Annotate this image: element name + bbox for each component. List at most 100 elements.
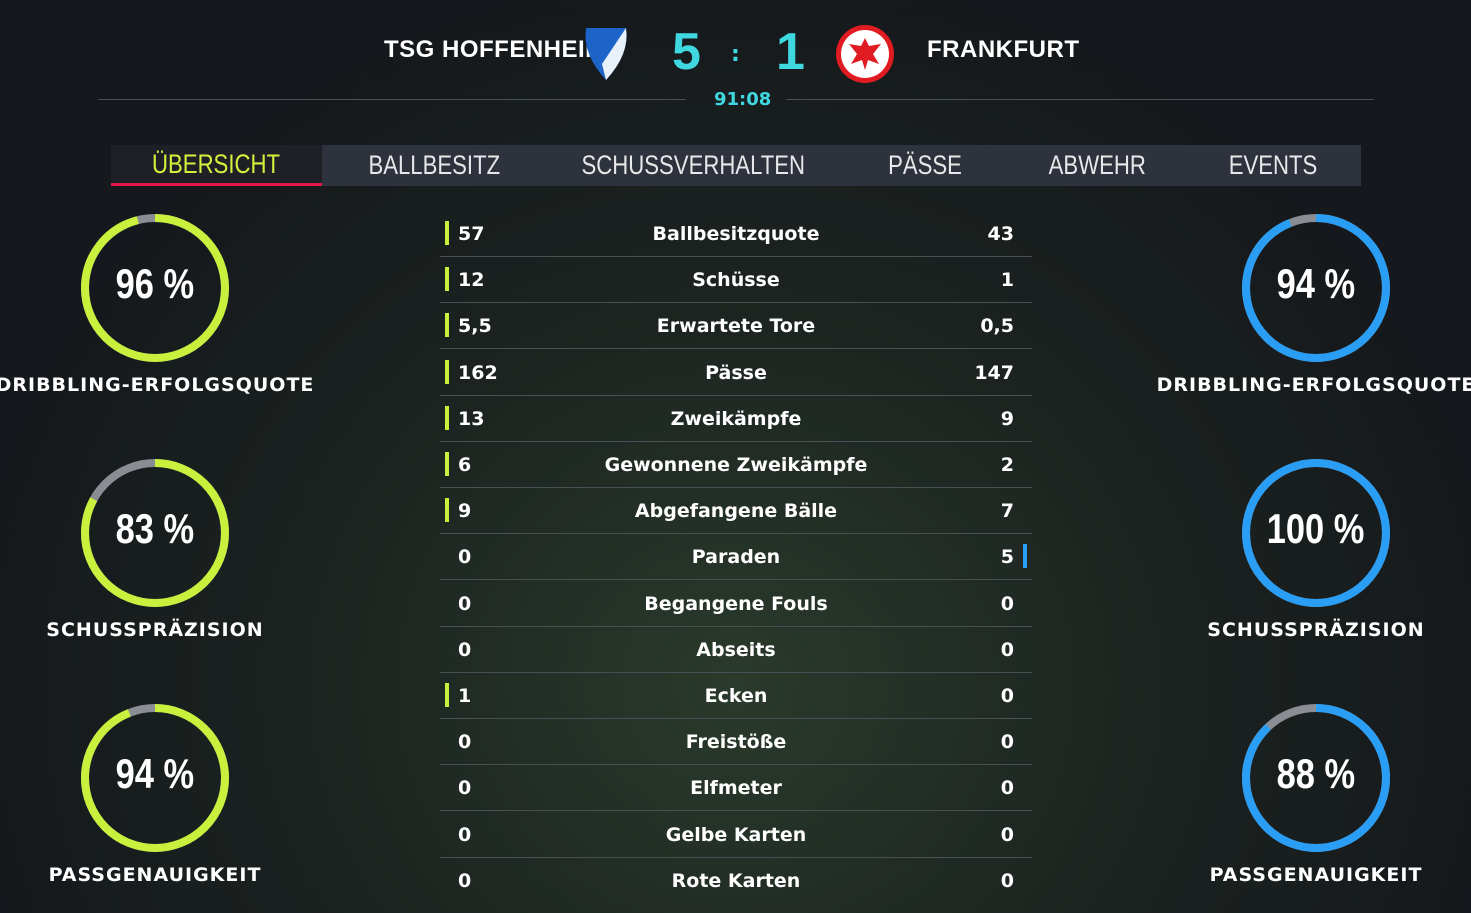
home-value: 0 [458, 869, 472, 892]
stat-row: 0 Freistöße 0 [440, 719, 1032, 766]
ring-fill [1242, 214, 1390, 362]
tab-paesse[interactable]: PÄSSE [888, 150, 962, 180]
away-value: 0 [1000, 638, 1014, 661]
away-value: 0 [1000, 592, 1014, 615]
stat-row: 0 Begangene Fouls 0 [440, 581, 1032, 627]
away-value: 7 [1000, 500, 1014, 523]
home-leader-bar [445, 267, 449, 292]
home-leader-bar [445, 313, 449, 338]
home-ring-gauge: 96 % [75, 208, 235, 368]
ring-percent: 88 % [1276, 750, 1356, 797]
home-value: 9 [458, 500, 472, 523]
stat-label: Rote Karten [671, 869, 801, 892]
away-value: 147 [974, 361, 1014, 384]
ring-percent: 100 % [1267, 505, 1365, 552]
ring-fill [81, 459, 229, 607]
tab-bar: ÜBERSICHT BALLBESITZ SCHUSSVERHALTEN PÄS… [111, 145, 1361, 186]
home-score: 5 [672, 23, 701, 81]
ring-label: SCHUSSPRÄZISION [1207, 619, 1425, 641]
home-value: 0 [458, 731, 472, 754]
away-value: 5 [1000, 546, 1014, 569]
stat-label: Begangene Fouls [644, 592, 828, 615]
ring-label: PASSGENAUIGKEIT [1209, 864, 1423, 886]
stat-label: Gelbe Karten [665, 823, 807, 846]
stat-row: 0 Abseits 0 [440, 627, 1032, 673]
stat-row: 0 Rote Karten 0 [440, 858, 1032, 904]
stat-row: 12 Schüsse 1 [440, 257, 1032, 304]
away-ring-gauge: 94 % [1236, 208, 1396, 368]
score-separator: : [731, 42, 740, 67]
away-value: 0 [1000, 823, 1014, 846]
stat-label: Ballbesitzquote [652, 223, 820, 245]
home-leader-bar [445, 405, 449, 430]
ring-label: SCHUSSPRÄZISION [46, 619, 264, 641]
home-leader-bar [445, 359, 449, 384]
ring-svg [1242, 459, 1390, 607]
home-value: 0 [458, 823, 472, 846]
stat-label: Paraden [691, 546, 781, 569]
away-value: 2 [1000, 454, 1014, 476]
away-value: 0 [1000, 869, 1014, 892]
away-value: 1 [1000, 269, 1014, 292]
ring-percent: 83 % [115, 505, 195, 552]
home-value: 162 [458, 361, 498, 384]
stat-row: 162 Pässe 147 [440, 350, 1032, 396]
away-value: 9 [1000, 407, 1014, 430]
ring-svg [1242, 704, 1390, 852]
ring-label: DRIBBLING-ERFOLGSQUOTE [0, 374, 315, 396]
tab-events[interactable]: EVENTS [1228, 150, 1318, 180]
away-score: 1 [776, 23, 805, 81]
stat-row: 57 Ballbesitzquote 43 [440, 211, 1032, 257]
tab-schussverhalten[interactable]: SCHUSSVERHALTEN [581, 150, 805, 180]
home-value: 0 [458, 777, 472, 800]
away-ring-gauge: 88 % [1236, 698, 1396, 858]
stat-row: 6 Gewonnene Zweikämpfe 2 [440, 442, 1032, 488]
tab-abwehr[interactable]: ABWEHR [1048, 150, 1147, 180]
home-value: 12 [458, 269, 485, 292]
ring-svg [1242, 214, 1390, 362]
ring-label: PASSGENAUIGKEIT [48, 864, 262, 886]
home-team-name: TSG HOFFENHEIM [384, 36, 606, 63]
home-leader-bar [445, 452, 449, 476]
home-value: 13 [458, 407, 485, 430]
away-value: 0 [1000, 777, 1014, 800]
ring-fill [81, 704, 229, 852]
tab-ballbesitz[interactable]: BALLBESITZ [368, 150, 500, 180]
away-value: 0 [1000, 731, 1014, 754]
home-value: 0 [458, 592, 472, 615]
ring-percent: 94 % [1276, 260, 1356, 307]
stat-label: Freistöße [685, 731, 787, 754]
ring-fill [1242, 704, 1390, 852]
stat-label: Erwartete Tore [656, 315, 816, 338]
stat-row: 0 Paraden 5 [440, 534, 1032, 581]
home-value: 5,5 [458, 315, 492, 338]
ring-fill [81, 214, 229, 362]
ring-percent: 96 % [115, 260, 195, 307]
frankfurt-eagle-crest-icon [836, 25, 894, 83]
stat-row: 9 Abgefangene Bälle 7 [440, 488, 1032, 535]
away-team-name: FRANKFURT [927, 36, 1080, 63]
ring-label: DRIBBLING-ERFOLGSQUOTE [1156, 374, 1471, 396]
away-leader-bar [1023, 544, 1027, 569]
home-leader-bar [445, 683, 449, 707]
match-clock: 91:08 [714, 89, 772, 110]
stat-label: Ecken [704, 685, 768, 707]
stat-label: Zweikämpfe [670, 407, 802, 430]
stat-row: 5,5 Erwartete Tore 0,5 [440, 303, 1032, 350]
home-leader-bar [445, 221, 449, 245]
home-value: 57 [458, 223, 485, 245]
stat-row: 0 Elfmeter 0 [440, 765, 1032, 812]
divider [98, 99, 686, 100]
stat-label: Gewonnene Zweikämpfe [604, 454, 868, 476]
hoffenheim-crest-icon [585, 28, 627, 80]
tab-uebersicht[interactable]: ÜBERSICHT [111, 145, 322, 186]
ring-svg [81, 704, 229, 852]
stat-label: Schüsse [692, 269, 780, 292]
home-ring-gauge: 94 % [75, 698, 235, 858]
ring-fill [1242, 459, 1390, 607]
ring-svg [81, 214, 229, 362]
home-value: 0 [458, 546, 472, 569]
stat-label: Pässe [705, 361, 767, 384]
stat-label: Elfmeter [690, 777, 782, 800]
away-ring-gauge: 100 % [1236, 453, 1396, 613]
